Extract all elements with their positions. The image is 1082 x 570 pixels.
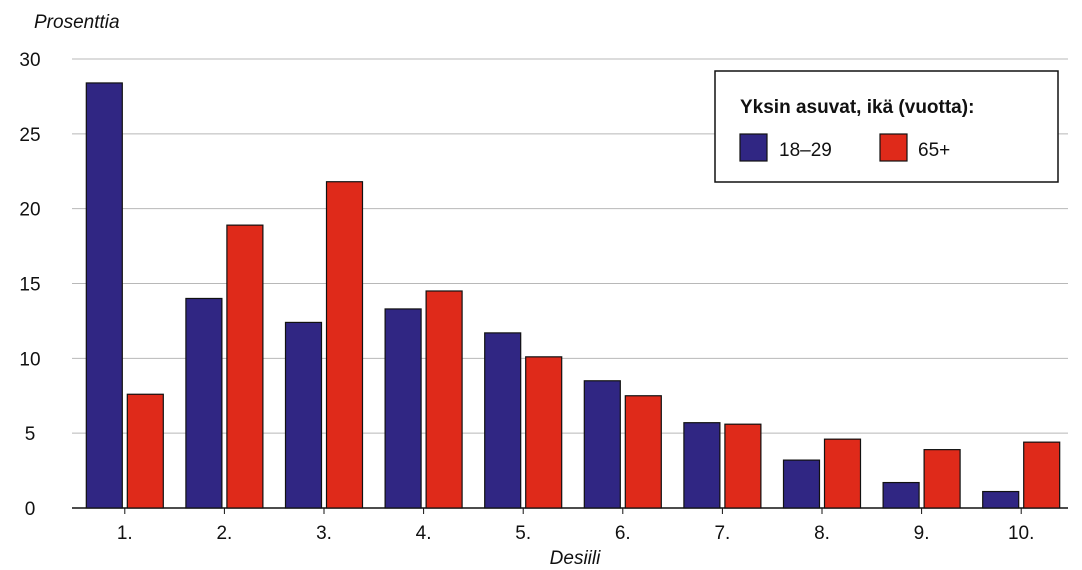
bar-18-29 [284, 321, 323, 509]
bar-65-plus [1023, 441, 1061, 509]
bar-65-plus [126, 393, 164, 509]
y-tick-label: 0 [25, 499, 36, 520]
bar-18-29 [583, 380, 621, 509]
bar-65-plus [425, 290, 463, 509]
bar-65-plus [325, 181, 364, 509]
bar-65-plus [226, 224, 264, 509]
x-tick-label: 7. [714, 523, 730, 544]
bar-18-29 [85, 82, 123, 509]
bar-18-29 [882, 481, 920, 509]
x-tick-label: 3. [316, 523, 332, 544]
x-tick-label: 9. [914, 523, 930, 544]
bar-18-29 [484, 332, 522, 509]
x-tick-label: 8. [814, 523, 830, 544]
bar-18-29 [982, 490, 1020, 509]
y-tick-label: 25 [19, 125, 40, 146]
bar-65-plus [923, 449, 961, 509]
y-tick-label: 5 [25, 424, 36, 445]
bar-65-plus [525, 356, 563, 509]
y-tick-label: 20 [19, 200, 40, 221]
bar-18-29 [185, 297, 223, 509]
legend-swatch-18-29 [739, 133, 768, 162]
bar-18-29 [384, 308, 422, 509]
x-tick-label: 10. [1008, 523, 1034, 544]
y-tick-label: 30 [19, 50, 40, 71]
legend: Yksin asuvat, ikä (vuotta): 18–29 65+ [714, 70, 1059, 183]
bars [85, 82, 1061, 509]
x-tick-label: 1. [117, 523, 133, 544]
x-tick-label: 2. [216, 523, 232, 544]
legend-box [714, 70, 1059, 183]
legend-label-65-plus: 65+ [918, 140, 950, 161]
y-tick-label: 10 [19, 349, 40, 370]
legend-label-18-29: 18–29 [779, 140, 832, 161]
y-axis-title: Prosenttia [34, 12, 120, 33]
x-tick-label: 6. [615, 523, 631, 544]
x-tick-label: 5. [515, 523, 531, 544]
legend-swatch-65-plus [879, 133, 908, 162]
legend-title: Yksin asuvat, ikä (vuotta): [740, 97, 974, 118]
bar-18-29 [782, 459, 821, 509]
bar-65-plus [624, 395, 662, 509]
bar-65-plus [724, 423, 762, 509]
x-axis-title: Desiili [550, 548, 601, 569]
y-tick-label: 15 [19, 275, 40, 296]
bar-65-plus [823, 438, 862, 509]
x-axis-ticks: 1. 2. 3. 4. 5. 6. 7. 8. 9. 10. [117, 508, 1034, 544]
x-tick-label: 4. [416, 523, 432, 544]
bar-18-29 [683, 422, 721, 509]
y-axis-ticks: 0 5 10 15 20 25 30 [19, 50, 40, 520]
